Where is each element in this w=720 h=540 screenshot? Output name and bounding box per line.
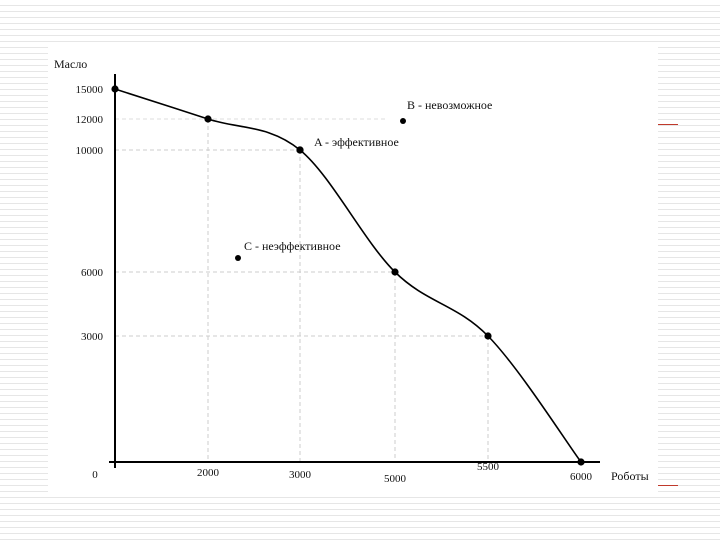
annotation-c-label: С - неэффективное — [244, 239, 341, 253]
origin-label: 0 — [92, 469, 98, 481]
y-tick-label-15000: 15000 — [76, 84, 104, 96]
x-tick-label-6000: 6000 — [570, 471, 593, 483]
y-tick-label-12000: 12000 — [76, 114, 104, 126]
curve-point-3 — [391, 268, 399, 276]
point-b-impossible — [400, 118, 406, 124]
x-axis-title: Роботы — [611, 469, 649, 483]
y-tick-label-6000: 6000 — [81, 267, 104, 279]
y-tick-label-3000: 3000 — [81, 331, 104, 343]
production-possibility-chart: 15000 12000 10000 6000 3000 2000 3000 5000 5500 6… — [54, 57, 649, 485]
y-tick-label-10000: 10000 — [76, 145, 104, 157]
x-tick-label-5000: 5000 — [384, 473, 407, 485]
annotation-a-label: A - эффективное — [314, 135, 399, 149]
annotation-b-label: В - невозможное — [407, 98, 492, 112]
curve-point-4 — [484, 332, 492, 340]
y-axis-title: Масло — [54, 57, 87, 71]
point-c-inefficient — [235, 255, 241, 261]
curve-point-0 — [111, 85, 119, 93]
curve-point-5 — [577, 458, 585, 466]
curve-point-1 — [204, 115, 212, 123]
labels-layer: 15000 12000 10000 6000 3000 2000 3000 5000 5500 6… — [54, 57, 649, 485]
axes-layer — [109, 74, 600, 468]
grid-layer — [115, 118, 489, 462]
points-layer — [111, 85, 585, 466]
x-tick-label-2000: 2000 — [197, 467, 220, 479]
x-tick-label-5500: 5500 — [477, 461, 500, 473]
point-a-efficient — [296, 146, 304, 154]
x-tick-label-3000: 3000 — [289, 469, 312, 481]
chart-panel: 15000 12000 10000 6000 3000 2000 3000 5000 5500 6… — [48, 44, 658, 492]
